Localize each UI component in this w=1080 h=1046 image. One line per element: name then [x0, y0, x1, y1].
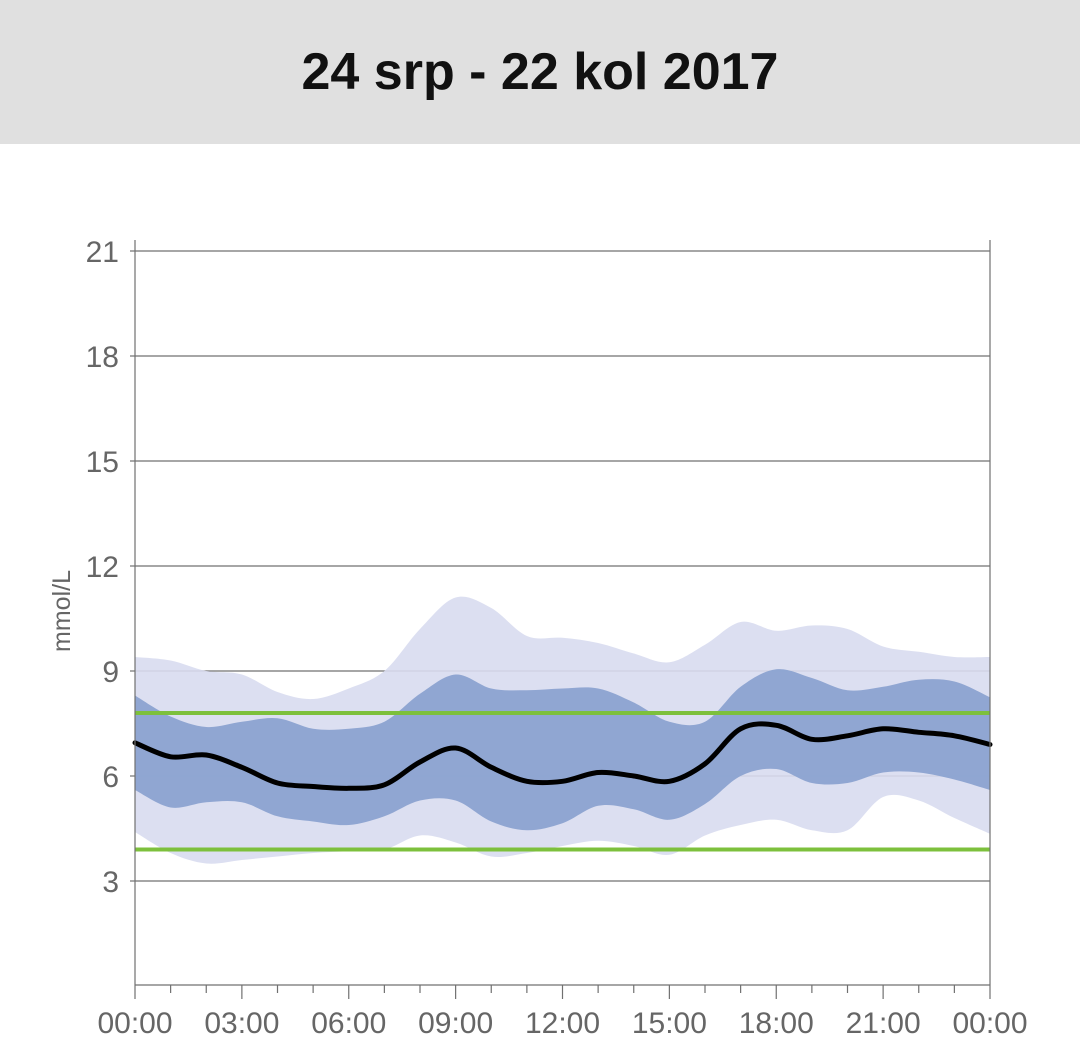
x-tick-label: 18:00: [739, 1007, 814, 1040]
y-tick-label: 18: [86, 341, 119, 374]
x-tick-label: 06:00: [311, 1007, 386, 1040]
y-tick-label: 3: [102, 866, 119, 899]
x-tick-label: 12:00: [525, 1007, 600, 1040]
y-tick-label: 12: [86, 551, 119, 584]
y-tick-label: 21: [86, 236, 119, 269]
chart-header: 24 srp - 22 kol 2017: [0, 0, 1080, 144]
x-tick-label: 00:00: [952, 1007, 1027, 1040]
target-range-layer: [135, 711, 990, 852]
y-tick-label: 6: [102, 761, 119, 794]
tick-label-layer: 3 6 9 12 15 18 21 00:00 03:00 06:00 09:00 12:00 15:0…: [48, 236, 1028, 1040]
y-axis-title: mmol/L: [48, 570, 76, 652]
x-tick-label: 09:00: [418, 1007, 493, 1040]
median-line: [132, 721, 993, 791]
median-line-layer: [132, 721, 993, 791]
axis-layer: [130, 240, 991, 999]
y-tick-label: 15: [86, 446, 119, 479]
x-tick-label: 03:00: [204, 1007, 279, 1040]
chart-title: 24 srp - 22 kol 2017: [301, 43, 779, 101]
x-tick-label: 21:00: [846, 1007, 921, 1040]
x-tick-label: 00:00: [97, 1007, 172, 1040]
y-tick-label: 9: [102, 656, 119, 689]
x-tick-label: 15:00: [632, 1007, 707, 1040]
